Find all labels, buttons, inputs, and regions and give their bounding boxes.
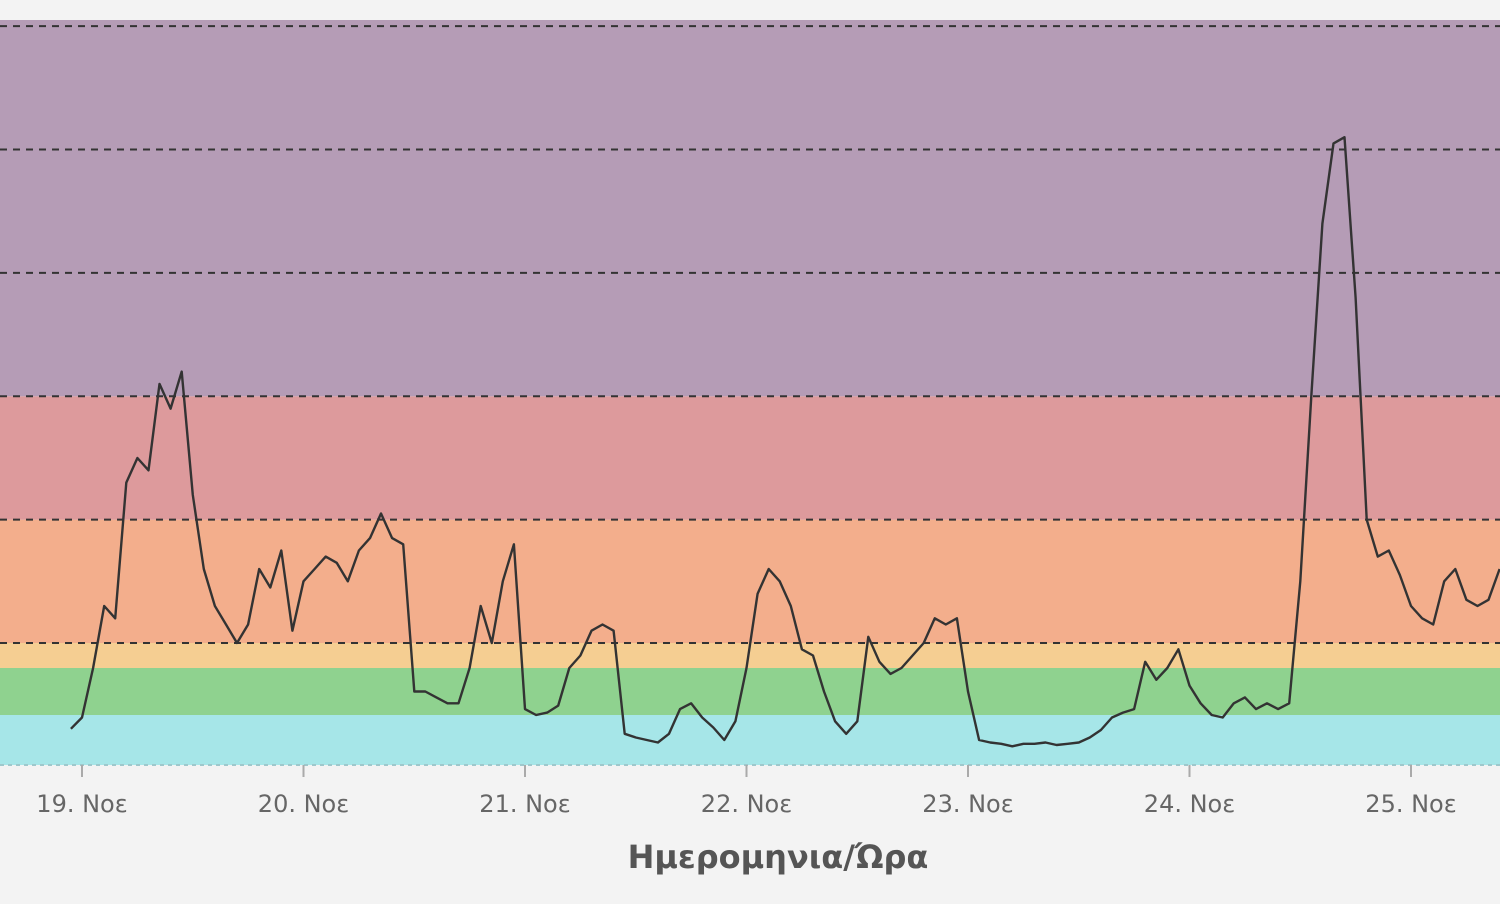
band-5 xyxy=(0,20,1500,397)
band-layer xyxy=(0,20,1500,765)
band-3 xyxy=(0,519,1500,643)
x-tick-label-3: 22. Νοε xyxy=(701,790,792,818)
x-axis-title: Ημερομηνια/Ώρα xyxy=(628,838,929,876)
band-0 xyxy=(0,715,1500,765)
x-tick-label-1: 20. Νοε xyxy=(258,790,349,818)
x-tick-label-4: 23. Νοε xyxy=(922,790,1013,818)
x-tick-label-5: 24. Νοε xyxy=(1144,790,1235,818)
series-layer xyxy=(70,136,1500,748)
x-axis: 19. Νοε 20. Νοε 21. Νοε 22. Νοε 23. Νοε 24. Ν… xyxy=(36,765,1457,818)
grid-layer xyxy=(0,25,1500,766)
series-line-0 xyxy=(70,136,1500,748)
band-1 xyxy=(0,668,1500,715)
x-tick-label-0: 19. Νοε xyxy=(36,790,127,818)
x-tick-label-2: 21. Νοε xyxy=(479,790,570,818)
band-4 xyxy=(0,396,1500,520)
x-tick-label-6: 25. Νοε xyxy=(1365,790,1456,818)
